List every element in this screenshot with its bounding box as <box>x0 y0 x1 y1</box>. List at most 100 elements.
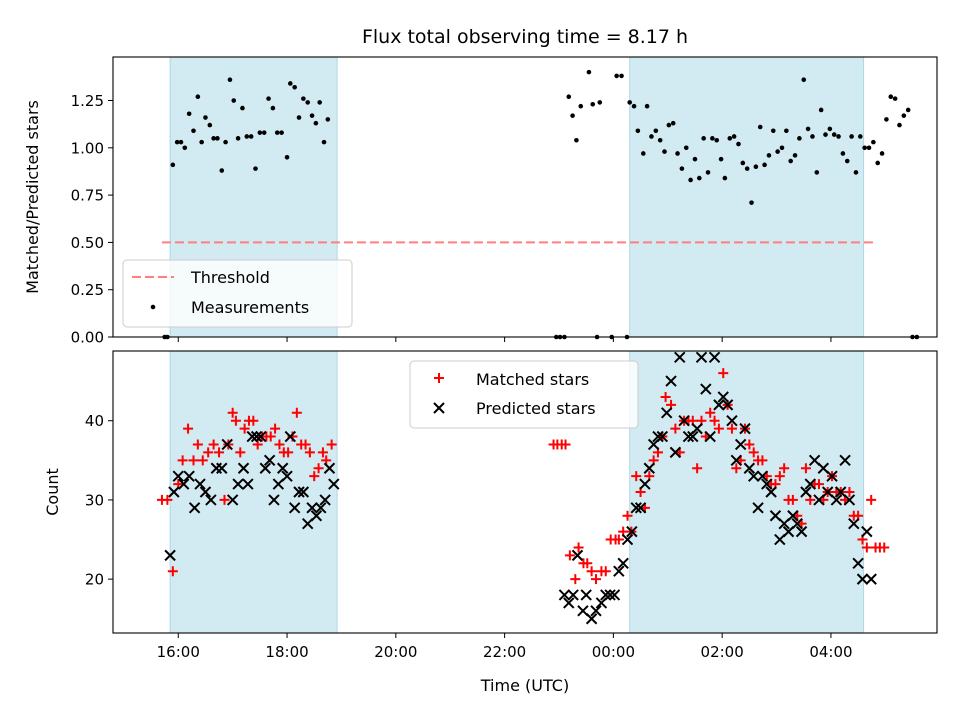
measurement-point <box>766 153 772 158</box>
measurement-point <box>321 139 327 145</box>
predicted-star-point <box>687 430 699 443</box>
predicted-star-point <box>708 351 721 364</box>
predicted-star-point <box>604 589 616 601</box>
predicted-star-point <box>665 375 677 387</box>
measurement-point <box>586 69 592 75</box>
measurement-point <box>866 145 872 151</box>
predicted-star-point <box>804 478 816 490</box>
predicted-star-point <box>717 391 729 403</box>
predicted-star-point <box>188 502 201 514</box>
matched-star-point <box>631 471 642 482</box>
measurement-point <box>731 134 737 139</box>
predicted-star-point <box>608 589 621 601</box>
predicted-star-point <box>276 462 289 474</box>
legend-threshold-label: Threshold <box>190 268 270 287</box>
measurement-point <box>736 141 741 147</box>
predicted-star-point <box>800 486 812 498</box>
measurement-point <box>653 128 659 134</box>
predicted-star-point <box>221 438 233 451</box>
predicted-star-point <box>848 517 860 530</box>
measurement-point <box>182 145 188 151</box>
predicted-star-point <box>639 478 651 490</box>
matched-star-point <box>774 471 785 482</box>
measurement-point <box>727 136 733 141</box>
matched-star-point <box>573 542 584 553</box>
predicted-star-point <box>626 525 638 538</box>
matched-star-point <box>162 494 173 505</box>
predicted-star-point <box>617 557 629 569</box>
measurement-point <box>714 137 720 143</box>
measurement-point <box>590 101 596 107</box>
measurement-point <box>701 136 706 141</box>
matched-star-point <box>283 447 294 458</box>
predicted-star-point <box>319 494 331 506</box>
matched-star-point <box>197 455 208 466</box>
measurement-point <box>640 151 646 156</box>
measurement-point <box>814 170 820 175</box>
matched-star-point <box>214 447 225 458</box>
predicted-star-point <box>199 486 212 498</box>
measurement-point <box>296 115 302 120</box>
measurement-point <box>853 170 859 175</box>
measurement-point <box>749 200 754 205</box>
measurement-point <box>235 136 241 141</box>
measurement-point <box>801 77 807 83</box>
predicted-star-point <box>865 573 877 585</box>
predicted-star-point <box>752 502 764 514</box>
matched-star-point <box>274 439 285 450</box>
measurement-point <box>231 98 237 103</box>
y-tick-label: 0.50 <box>71 234 104 252</box>
predicted-star-point <box>660 407 673 419</box>
predicted-star-point <box>843 494 856 506</box>
measurement-point <box>292 84 297 90</box>
predicted-star-point <box>678 415 690 427</box>
predicted-star-point <box>585 613 598 625</box>
shaded-span <box>169 350 338 634</box>
matched-star-point <box>326 439 337 450</box>
matched-star-point <box>230 415 241 426</box>
y-axis-label: Count <box>43 468 62 516</box>
measurement-point <box>710 136 715 141</box>
measurement-point <box>858 134 863 139</box>
matched-star-point <box>813 479 824 490</box>
matched-star-point <box>779 463 790 474</box>
measurement-point <box>614 73 619 79</box>
panel-ratio: 0.00 0.25 0.50 0.75 1.00 1.25 Matched/Predicte… <box>23 56 938 347</box>
measurement-point <box>635 128 641 134</box>
y-tick-label: 0.75 <box>71 187 104 205</box>
x-tick-label: 18:00 <box>265 643 308 661</box>
predicted-star-point <box>739 422 751 435</box>
predicted-star-point <box>310 510 323 522</box>
chart-title: Flux total observing time = 8.17 h <box>362 26 688 48</box>
predicted-star-point <box>795 525 808 538</box>
measurement-point <box>566 94 572 100</box>
measurement-point <box>775 149 780 154</box>
predicted-star-point <box>861 525 873 538</box>
matched-star-point <box>235 447 246 458</box>
predicted-star-point <box>288 502 301 514</box>
measurement-point <box>244 134 250 139</box>
predicted-star-point <box>558 589 571 601</box>
measurement-point <box>261 130 267 135</box>
measurement-point <box>223 139 228 145</box>
predicted-star-point <box>700 383 712 395</box>
measurement-point <box>827 126 833 132</box>
measurement-point <box>757 124 763 130</box>
matched-star-point <box>192 439 203 450</box>
predicted-star-point <box>580 589 592 601</box>
legend-frame <box>122 259 353 328</box>
predicted-star-point <box>297 486 310 498</box>
measurement-point <box>836 134 841 139</box>
legend-matched-swatch <box>434 373 444 383</box>
matched-star-point <box>313 463 324 474</box>
measurement-point <box>570 113 575 118</box>
measurement-point <box>683 145 689 151</box>
predicted-star-point <box>839 454 851 467</box>
predicted-star-point <box>216 462 228 474</box>
matched-star-point <box>866 494 877 505</box>
matched-star-point <box>239 423 250 434</box>
matched-star-point <box>219 494 230 505</box>
legend-measurements-label: Measurements <box>191 298 309 317</box>
measurement-point <box>219 168 225 173</box>
measurement-point <box>288 81 293 86</box>
